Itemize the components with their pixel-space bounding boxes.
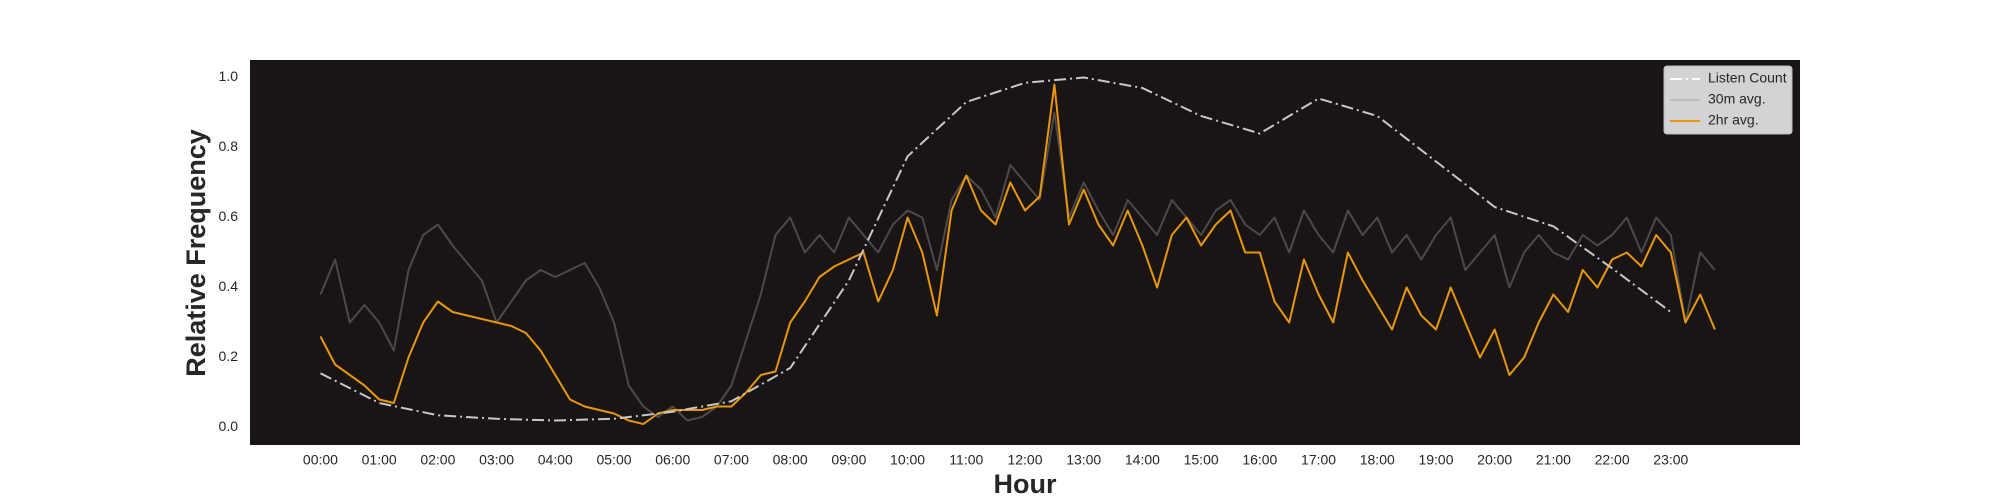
- series-line: [319, 83, 1716, 425]
- x-tick-label: 23:00: [1653, 452, 1688, 468]
- y-tick-label: 0.0: [219, 418, 239, 434]
- x-tick-label: 05:00: [596, 452, 631, 468]
- x-tick-label: 18:00: [1360, 452, 1395, 468]
- legend: Listen Count 30m avg. 2hr avg.: [1663, 65, 1793, 135]
- x-tick-label: 21:00: [1536, 452, 1571, 468]
- x-tick-label: 00:00: [303, 452, 338, 468]
- y-tick-label: 0.8: [219, 138, 239, 154]
- x-tick-label: 17:00: [1301, 452, 1336, 468]
- x-tick-label: 19:00: [1418, 452, 1453, 468]
- y-axis-label: Relative Frequency: [181, 129, 211, 377]
- y-tick-label: 0.6: [219, 208, 239, 224]
- legend-box: [1663, 65, 1793, 135]
- x-tick-label: 10:00: [890, 452, 925, 468]
- x-tick-label: 16:00: [1242, 452, 1277, 468]
- x-tick-label: 09:00: [831, 452, 866, 468]
- series-line: [319, 111, 1716, 422]
- x-axis-label: Hour: [994, 469, 1057, 499]
- series-line: [320, 76, 1672, 422]
- x-tick-label: 03:00: [479, 452, 514, 468]
- x-tick-label: 08:00: [773, 452, 808, 468]
- x-tick-label: 02:00: [420, 452, 455, 468]
- x-tick-label: 22:00: [1595, 452, 1630, 468]
- x-tick-label: 11:00: [949, 452, 983, 468]
- x-tick-label: 01:00: [362, 452, 397, 468]
- y-tick-label: 1.0: [219, 68, 239, 84]
- legend-label: 30m avg.: [1708, 91, 1766, 107]
- legend-label: 2hr avg.: [1708, 112, 1759, 128]
- legend-label: Listen Count: [1708, 70, 1787, 86]
- x-tick-label: 07:00: [714, 452, 749, 468]
- x-tick-label: 20:00: [1477, 452, 1512, 468]
- x-tick-label: 06:00: [655, 452, 690, 468]
- y-tick-label: 0.4: [219, 278, 239, 294]
- plot-area: [250, 60, 1800, 445]
- x-tick-label: 13:00: [1066, 452, 1101, 468]
- x-tick-label: 04:00: [538, 452, 573, 468]
- x-tick-label: 15:00: [1184, 452, 1219, 468]
- x-tick-label: 14:00: [1125, 452, 1160, 468]
- x-tick-label: 12:00: [1007, 452, 1042, 468]
- y-tick-label: 0.2: [219, 348, 239, 364]
